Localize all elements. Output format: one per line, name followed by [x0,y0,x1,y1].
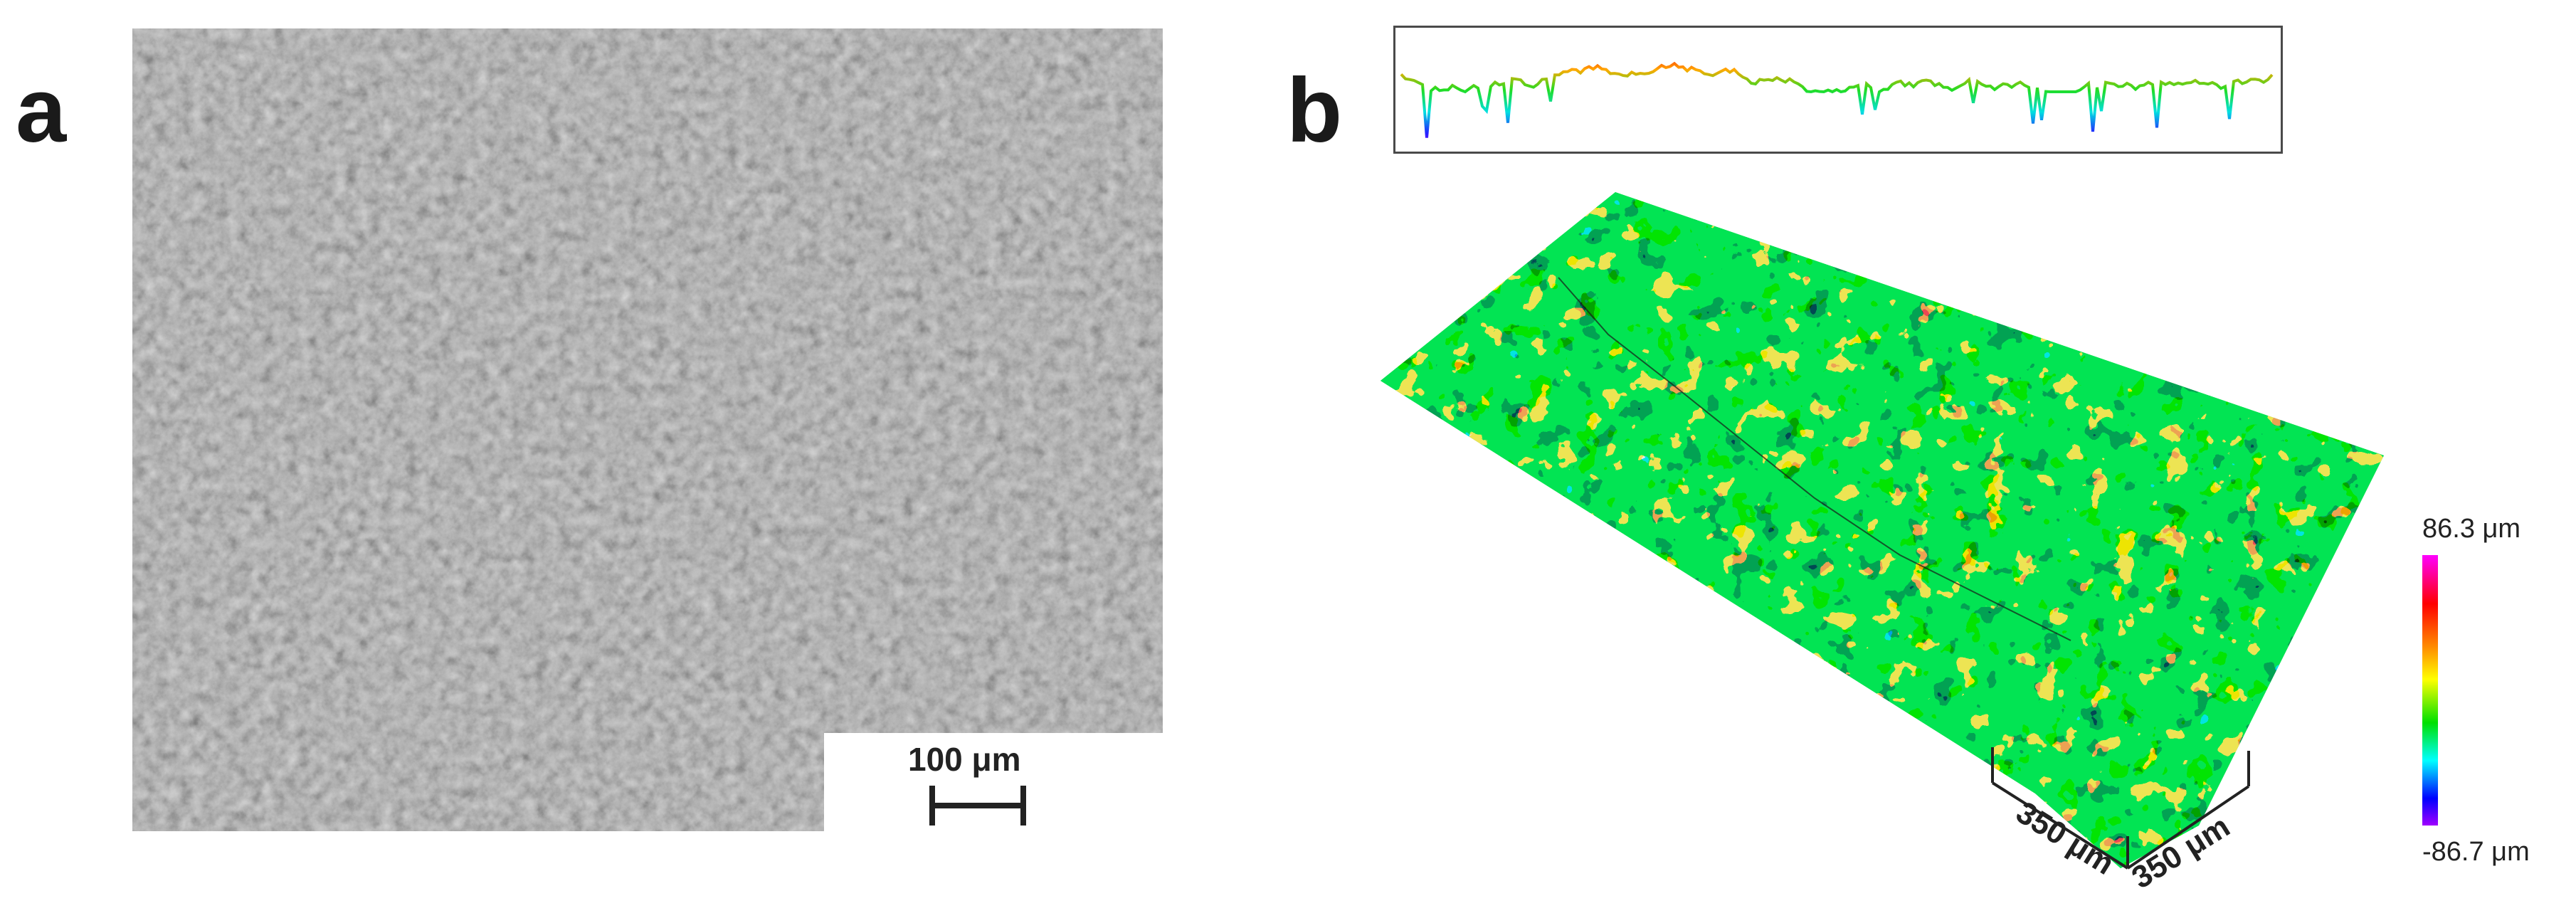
surface-axes [1991,747,2250,870]
scale-bar-label: 100 μm [908,741,1021,778]
3d-surface-topography: 350 μm 350 μm [1381,192,2384,895]
height-profile [1393,26,2283,154]
scale-bar-box: 100 μm [824,733,1163,831]
profile-trace-line [1558,277,2071,641]
scale-bar [929,786,1026,826]
colorbar-max-label: 86.3 μm [2422,514,2521,544]
sem-texture [132,28,1163,831]
panel-label-a: a [16,60,67,162]
panel-label-b: b [1287,60,1343,162]
profile-line [1400,61,2274,138]
colorbar-min-label: -86.7 μm [2422,837,2530,867]
height-colorbar [2422,555,2438,826]
sem-micrograph [132,28,1163,831]
